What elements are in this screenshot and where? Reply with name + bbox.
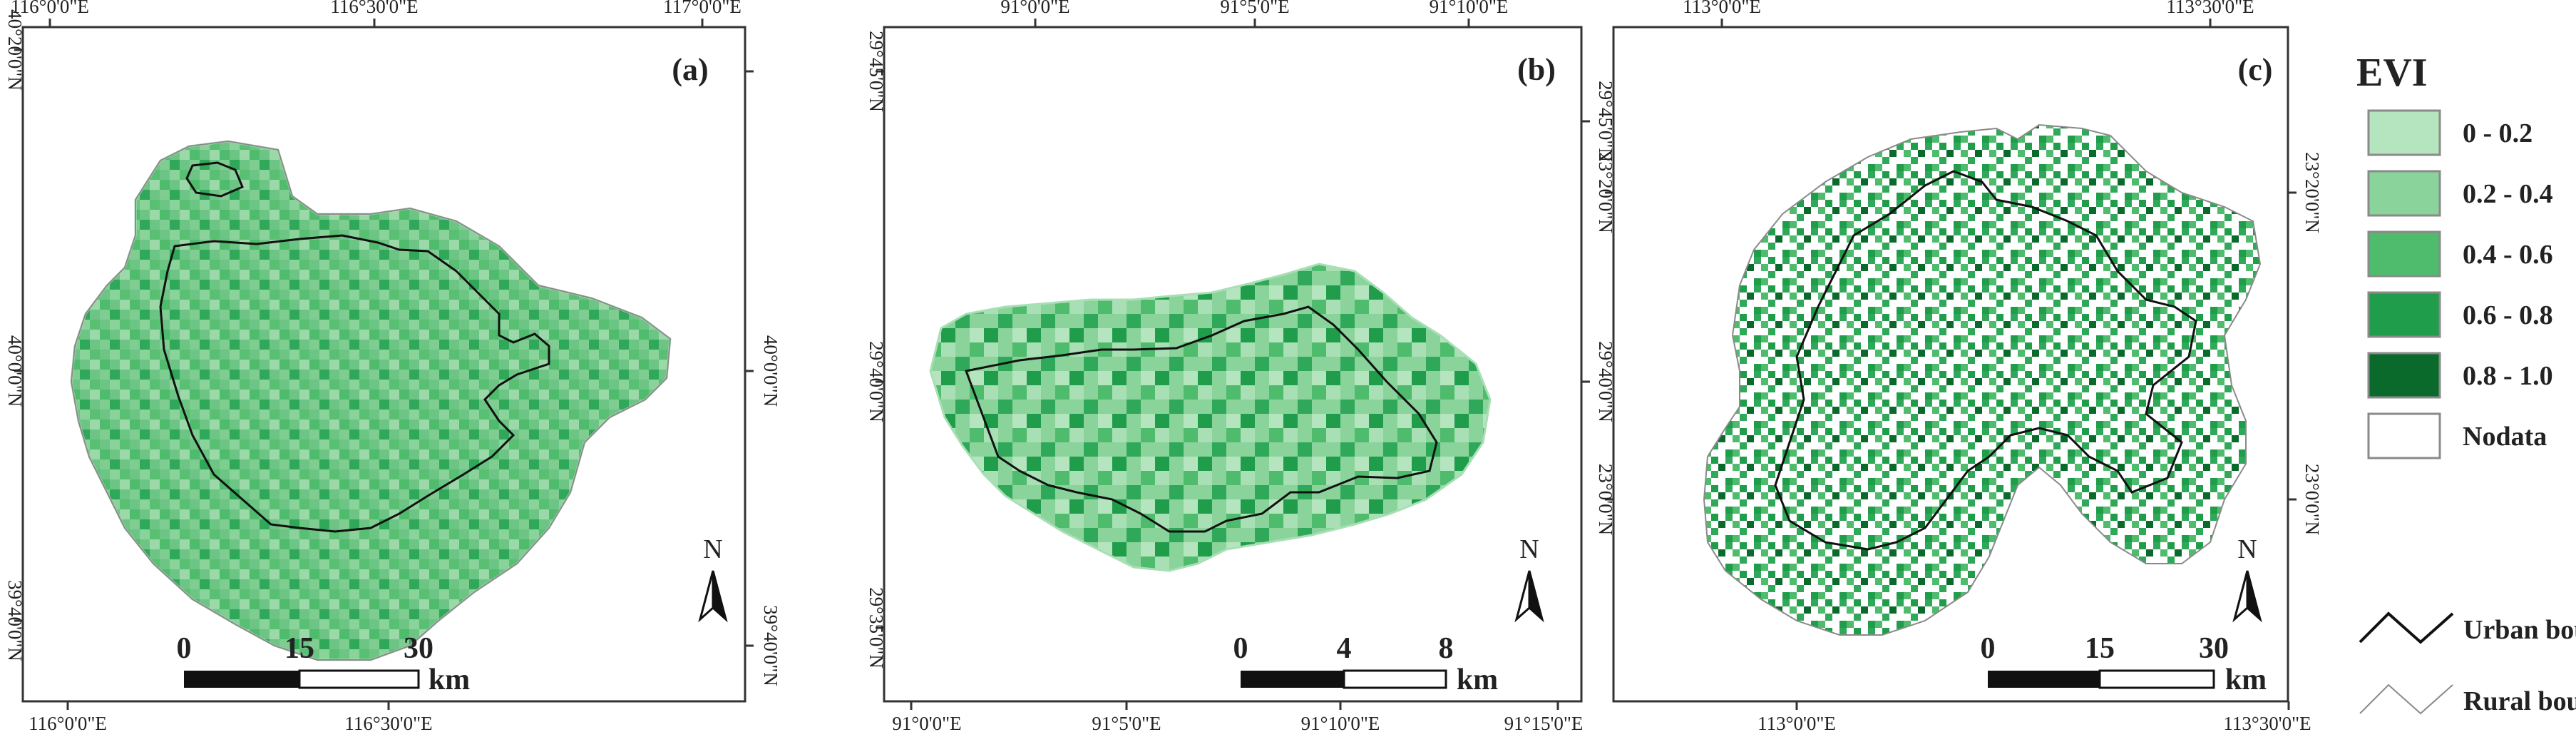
urban-boundary-line-icon: [2359, 611, 2454, 644]
legend-swatch: [2367, 109, 2441, 156]
scale-label: 15: [284, 632, 314, 665]
scale-label: 0: [1981, 632, 1996, 665]
scale-segment: [1343, 669, 1447, 689]
legend-swatch: [2367, 170, 2441, 217]
panel-a-label: (a): [672, 52, 708, 87]
north-arrow-icon: [2246, 570, 2262, 623]
panel-b-north-arrow: N: [1514, 534, 1544, 623]
legend-class-label: 0.8 - 1.0: [2463, 361, 2553, 391]
legend-urban-boundary: Urban boundary: [2359, 611, 2576, 645]
panel-b-scalebar: 0 4 8 km: [1233, 632, 1499, 696]
panel-c-label: (c): [2238, 52, 2273, 87]
panel-a-left-tick: 40°0'0"N: [4, 335, 26, 407]
scale-segment: [1988, 671, 2100, 688]
panel-a-right-tick: 40°0'0"N: [760, 335, 781, 407]
legend-swatch: [2367, 412, 2441, 459]
panel-c-north-arrow: N: [2232, 534, 2262, 623]
scale-label: 8: [1439, 632, 1454, 665]
legend-rural-boundary-label: Rural boundary: [2463, 686, 2576, 716]
legend-swatch: [2367, 291, 2441, 338]
legend-rural-boundary: Rural boundary: [2359, 683, 2576, 716]
panel-a-rural-boundary: [70, 140, 672, 661]
legend-swatch: [2367, 230, 2441, 278]
panel-c-bottom-tick: 113°0'0"E: [1757, 713, 1836, 734]
panel-a-bottom-tick: 116°0'0"E: [29, 713, 107, 734]
panel-c-top-tick: 113°0'0"E: [1683, 0, 1761, 17]
rural-boundary-line-icon: [2359, 683, 2453, 715]
panel-a-bottom-tick: 116°30'0"E: [344, 713, 432, 734]
panel-b-bottom-tick: 91°0'0"E: [892, 713, 961, 734]
legend-swatch: [2367, 352, 2441, 399]
panel-a-top-tick: 116°0'0"E: [11, 0, 89, 17]
panel-c: 113°0'0"E 113°30'0"E 113°0'0"E 113°30'0"…: [1595, 0, 2323, 734]
scale-segment: [1241, 671, 1344, 688]
panel-a-urban-boundary: [159, 161, 550, 533]
panel-b-left-tick: 29°40'0"N: [866, 341, 887, 422]
panel-a-left-tick: 40°20'0"N: [4, 9, 26, 91]
legend-class-label: 0.6 - 0.8: [2463, 300, 2553, 330]
north-arrow-icon: [1528, 570, 1544, 623]
scale-label: 30: [2199, 632, 2229, 665]
scale-label: 0: [177, 632, 192, 665]
panel-a-top-tick: 116°30'0"E: [330, 0, 418, 17]
scale-label: 0: [1233, 632, 1248, 665]
panel-b-north-label: N: [1519, 534, 1539, 564]
legend: EVI 0 - 0.2 0.2 - 0.4 0.4 - 0.6 0.6 - 0.8 0.…: [2356, 51, 2576, 716]
scale-segment: [2098, 669, 2215, 689]
panel-a-north-label: N: [703, 534, 722, 564]
legend-classes: 0 - 0.2 0.2 - 0.4 0.4 - 0.6 0.6 - 0.8 0.8 - …: [2367, 109, 2553, 459]
scale-label: 30: [404, 632, 433, 665]
panel-a-scalebar: 0 15 30 km: [177, 632, 471, 696]
panel-a-left-tick: 39°40'0"N: [4, 580, 26, 661]
panel-b-bottom-tick: 91°15'0"E: [1504, 713, 1584, 734]
legend-urban-boundary-label: Urban boundary: [2463, 615, 2576, 645]
panel-b-left-tick: 29°45'0"N: [866, 31, 887, 112]
panel-a: 116°0'0"E 116°30'0"E 117°0'0"E 116°0'0"E…: [4, 0, 781, 734]
legend-class-label: 0.2 - 0.4: [2463, 179, 2553, 209]
panel-a-right-tick: 39°40'0"N: [760, 605, 781, 686]
panel-c-left-tick: 23°0'0"N: [1595, 464, 1616, 535]
scale-segment: [298, 669, 420, 689]
north-arrow-icon: [712, 570, 728, 623]
panel-c-left-tick: 23°20'0"N: [1595, 152, 1616, 233]
panel-b-top-tick: 91°5'0"E: [1220, 0, 1289, 17]
legend-class-label: 0.4 - 0.6: [2463, 240, 2553, 270]
panel-a-top-tick: 117°0'0"E: [663, 0, 742, 17]
panel-b: 91°0'0"E 91°5'0"E 91°10'0"E 91°0'0"E 91°…: [866, 0, 1616, 734]
panel-c-right-tick: 23°20'0"N: [2302, 152, 2323, 233]
panel-c-rural-area: [1703, 123, 2262, 636]
legend-title: EVI: [2356, 51, 2428, 95]
scale-unit: km: [2225, 664, 2267, 696]
panel-a-north-arrow: N: [698, 534, 728, 623]
panel-b-top-tick: 91°0'0"E: [1000, 0, 1069, 17]
scale-unit: km: [1457, 664, 1498, 696]
panel-c-urban-boundary: [1774, 170, 2197, 551]
scale-unit: km: [429, 664, 470, 696]
panel-b-bottom-tick: 91°10'0"E: [1301, 713, 1380, 734]
panel-c-bottom-tick: 113°30'0"E: [2223, 713, 2311, 734]
scale-label: 4: [1337, 632, 1352, 665]
panel-b-label: (b): [1517, 52, 1556, 87]
panel-b-bottom-tick: 91°5'0"E: [1092, 713, 1161, 734]
panel-c-scalebar: 0 15 30 km: [1981, 632, 2267, 696]
scale-segment: [184, 671, 299, 688]
legend-class-label: 0 - 0.2: [2463, 118, 2533, 148]
panel-b-urban-boundary: [964, 305, 1438, 533]
legend-class-label: Nodata: [2463, 422, 2547, 452]
scale-label: 15: [2085, 632, 2115, 665]
panel-c-top-tick: 113°30'0"E: [2166, 0, 2254, 17]
panel-b-left-tick: 29°35'0"N: [866, 587, 887, 669]
panel-c-north-label: N: [2237, 534, 2257, 564]
panel-c-right-tick: 23°0'0"N: [2302, 464, 2323, 535]
panel-b-top-tick: 91°10'0"E: [1430, 0, 1509, 17]
